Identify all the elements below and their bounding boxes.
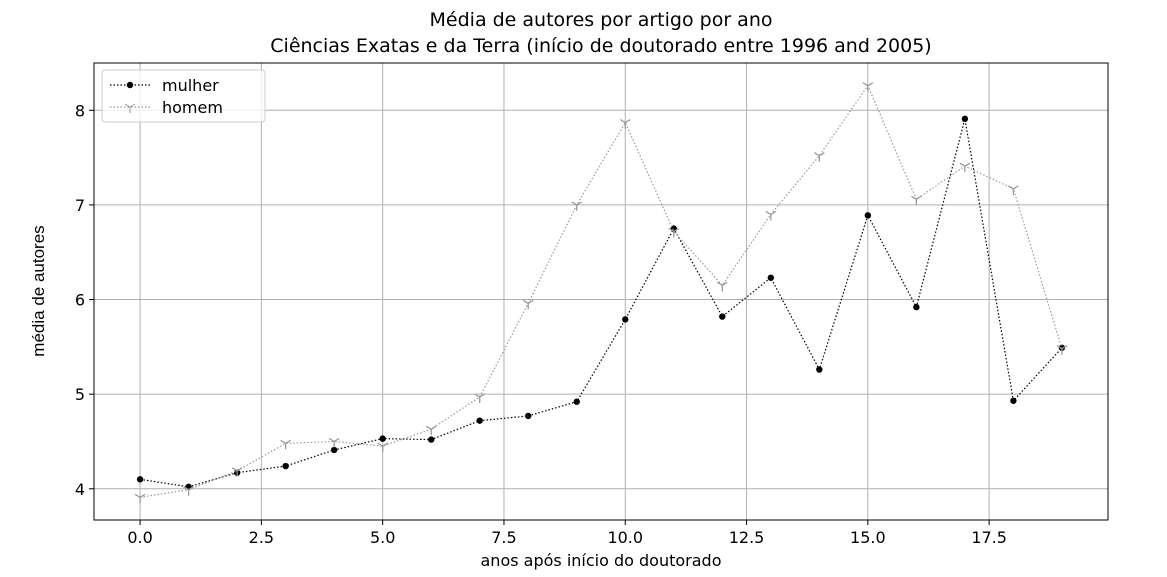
chart-subtitle: Ciências Exatas e da Terra (início de do… (270, 35, 931, 57)
y-tick-label: 6 (75, 291, 85, 310)
legend-marker (124, 103, 136, 113)
point (525, 412, 532, 420)
point (328, 437, 340, 448)
point (425, 425, 437, 436)
point (813, 152, 825, 162)
point (427, 436, 435, 443)
point (864, 212, 872, 219)
x-tick-label: 10.0 (607, 528, 643, 547)
x-tick-label: 2.5 (249, 528, 274, 547)
point (719, 313, 726, 320)
point (767, 274, 775, 281)
point (961, 115, 969, 123)
legend-box (101, 69, 266, 123)
point (134, 493, 146, 504)
legend-label: homem (162, 98, 223, 117)
point (183, 486, 194, 496)
point (816, 366, 823, 373)
point (522, 299, 534, 310)
x-tick-label: 0.0 (127, 528, 152, 547)
legend-marker (126, 81, 134, 89)
y-tick-label: 5 (75, 385, 85, 404)
line (139, 118, 1063, 488)
point (136, 476, 144, 483)
point (959, 162, 971, 173)
y-tick-label: 4 (75, 480, 85, 499)
point (231, 467, 243, 477)
point (862, 82, 874, 92)
point (474, 393, 486, 403)
point (476, 417, 483, 424)
x-tick-label: 15.0 (850, 528, 886, 547)
y-tick-label: 8 (75, 101, 85, 120)
point (282, 462, 289, 470)
point (1008, 185, 1019, 195)
point (571, 201, 583, 211)
y-tick-label: 7 (75, 196, 85, 215)
x-tick-label: 5.0 (370, 528, 395, 547)
point (716, 281, 728, 292)
legend-label: mulher (162, 76, 219, 95)
point (377, 442, 389, 453)
x-tick-label: 17.5 (971, 528, 1007, 547)
x-tick-label: 7.5 (491, 528, 516, 547)
point (619, 119, 631, 129)
x-tick-label: 12.5 (729, 528, 765, 547)
point (280, 439, 291, 450)
point (573, 398, 580, 405)
line (139, 84, 1063, 498)
chart-title: Média de autores por artigo por ano (430, 9, 773, 31)
legend: mulher homem (101, 69, 266, 123)
point (668, 227, 680, 238)
point (379, 435, 386, 442)
point (622, 316, 629, 323)
point (911, 195, 922, 206)
point (913, 303, 920, 311)
point (1010, 397, 1017, 404)
x-axis-label: anos após início do doutorado (481, 551, 722, 570)
point (330, 446, 338, 454)
plot-frame (93, 62, 1109, 521)
point (765, 210, 777, 221)
point (1056, 345, 1068, 355)
y-axis-label: média de autores (29, 225, 48, 356)
